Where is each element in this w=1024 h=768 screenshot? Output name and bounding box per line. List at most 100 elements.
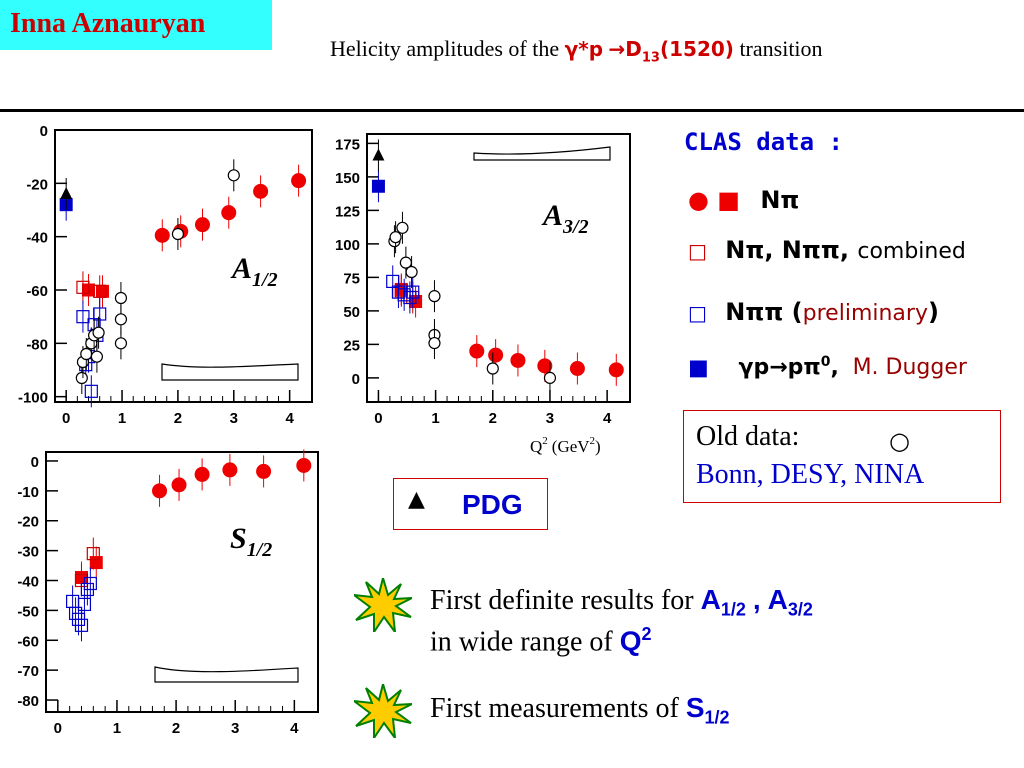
data-point [152, 483, 168, 499]
panel-label-sub: 1/2 [247, 539, 273, 561]
data-point [543, 371, 557, 384]
title-suffix: transition [739, 36, 823, 61]
data-point [95, 284, 109, 298]
legend-label-dugger: γp→pπ [738, 355, 821, 381]
data-point [428, 336, 441, 350]
legend-note-dugger: M. Dugger [852, 355, 967, 381]
data-point [256, 463, 272, 479]
model-band [473, 146, 611, 161]
pdg-triangle-icon: ▲ [408, 487, 425, 512]
data-point [114, 337, 128, 350]
data-point [80, 347, 93, 361]
x-tick-label: 4 [290, 720, 299, 737]
data-point [488, 347, 504, 363]
data-point [93, 284, 107, 298]
bullet-first-measurements: First measurements of S1/2 [430, 692, 730, 729]
y-tick-label: -80 [26, 336, 48, 353]
data-point [296, 457, 312, 473]
legend-symbol-dugger: ■ [688, 355, 709, 381]
x-tick-label: 1 [431, 410, 439, 427]
data-point [222, 462, 238, 478]
panel-label: A3/2 [541, 199, 589, 238]
bullet1-line2: in wide range of [430, 626, 613, 658]
y-tick-label: -50 [17, 603, 39, 620]
data-point [90, 350, 104, 363]
data-point [389, 231, 402, 244]
legend-item-preliminary: □ Nππ (preliminary) [688, 298, 939, 326]
y-tick-label: -80 [17, 693, 39, 710]
x-axis-title: Q2 (GeV2) [530, 435, 601, 456]
legend-symbol-combined: □ [688, 239, 707, 263]
y-tick-label: -70 [17, 663, 39, 680]
data-point [74, 618, 89, 632]
data-point [89, 556, 103, 570]
y-tick-label: 175 [335, 136, 360, 153]
chart-panel-0: 0 -20 -40 -60 -80 -100 0 1 2 3 4 A1/2 [18, 123, 313, 427]
y-tick-label: -60 [26, 283, 48, 300]
panel-label-main: A [541, 199, 563, 232]
data-point [227, 169, 240, 182]
author-name: Inna Aznauryan [10, 8, 206, 39]
old-data-label: Old data: [696, 421, 800, 452]
data-point [76, 280, 90, 294]
pdg-label: PDG [462, 489, 523, 520]
legend-symbol-preliminary: □ [688, 301, 707, 325]
panel-label-sub: 3/2 [562, 216, 589, 238]
legend-note-preliminary: preliminary [802, 301, 928, 326]
y-tick-label: -20 [26, 176, 48, 193]
legend-item-dugger: ■ γp→pπ0, M. Dugger [688, 354, 967, 380]
bullet1-q: Q [619, 625, 642, 657]
y-tick-label: 50 [343, 304, 360, 321]
x-tick-label: 2 [174, 410, 182, 427]
data-point [114, 291, 128, 305]
old-data-box: Old data: ○ Bonn, DESY, NINA [683, 410, 1001, 503]
x-tick-label: 0 [54, 720, 62, 737]
data-point [75, 371, 88, 385]
x-tick-label: 3 [230, 410, 238, 427]
star-burst-icon [354, 578, 412, 632]
bullet1-a: A [700, 584, 721, 615]
data-point [93, 307, 107, 321]
data-point [405, 265, 418, 279]
y-tick-label: -40 [26, 230, 48, 247]
y-tick-label: 0 [352, 371, 360, 388]
x-tick-label: 2 [172, 720, 180, 737]
data-point [76, 310, 90, 324]
data-point [403, 290, 417, 305]
bullet-wide-range: in wide range of Q2 [430, 624, 652, 658]
legend-symbols-npi: ● ■ [688, 186, 740, 214]
chart-panel-2: 0 -10 -20 -30 -40 -50 -60 -70 -80 0 1 2 3 4 S1/2 [17, 449, 319, 737]
header-divider [0, 109, 1024, 112]
bullet1-a2: A [767, 584, 788, 615]
y-tick-label: 100 [335, 237, 360, 254]
y-tick-label: -60 [17, 633, 39, 650]
bullet1-comma: , [752, 584, 761, 615]
x-tick-label: 2 [489, 410, 497, 427]
panel-label-main: A [230, 252, 252, 285]
data-point [154, 227, 170, 243]
bullet2-s-sub: 1/2 [704, 707, 730, 728]
data-point [608, 362, 624, 378]
data-point [86, 547, 100, 561]
y-tick-label: 75 [343, 270, 360, 287]
data-point [510, 352, 526, 368]
model-band [154, 666, 299, 683]
y-tick-label: -40 [17, 574, 39, 591]
data-point [221, 205, 237, 221]
legend-close-preliminary: ) [927, 298, 939, 326]
panel-label-main: S [230, 522, 247, 555]
data-point [84, 384, 98, 398]
panel-label-sub: 1/2 [252, 269, 278, 291]
author-banner: Inna Aznauryan [0, 0, 272, 50]
data-point [194, 217, 210, 233]
legend-title: CLAS data : [684, 128, 843, 156]
data-point [114, 313, 128, 326]
data-point [171, 477, 187, 493]
data-point [428, 290, 441, 303]
data-point [537, 358, 553, 374]
title-state-sub: 13 [641, 50, 660, 66]
data-point [372, 148, 385, 161]
title-state-mass: (1520) [659, 37, 734, 61]
x-tick-label: 3 [231, 720, 239, 737]
